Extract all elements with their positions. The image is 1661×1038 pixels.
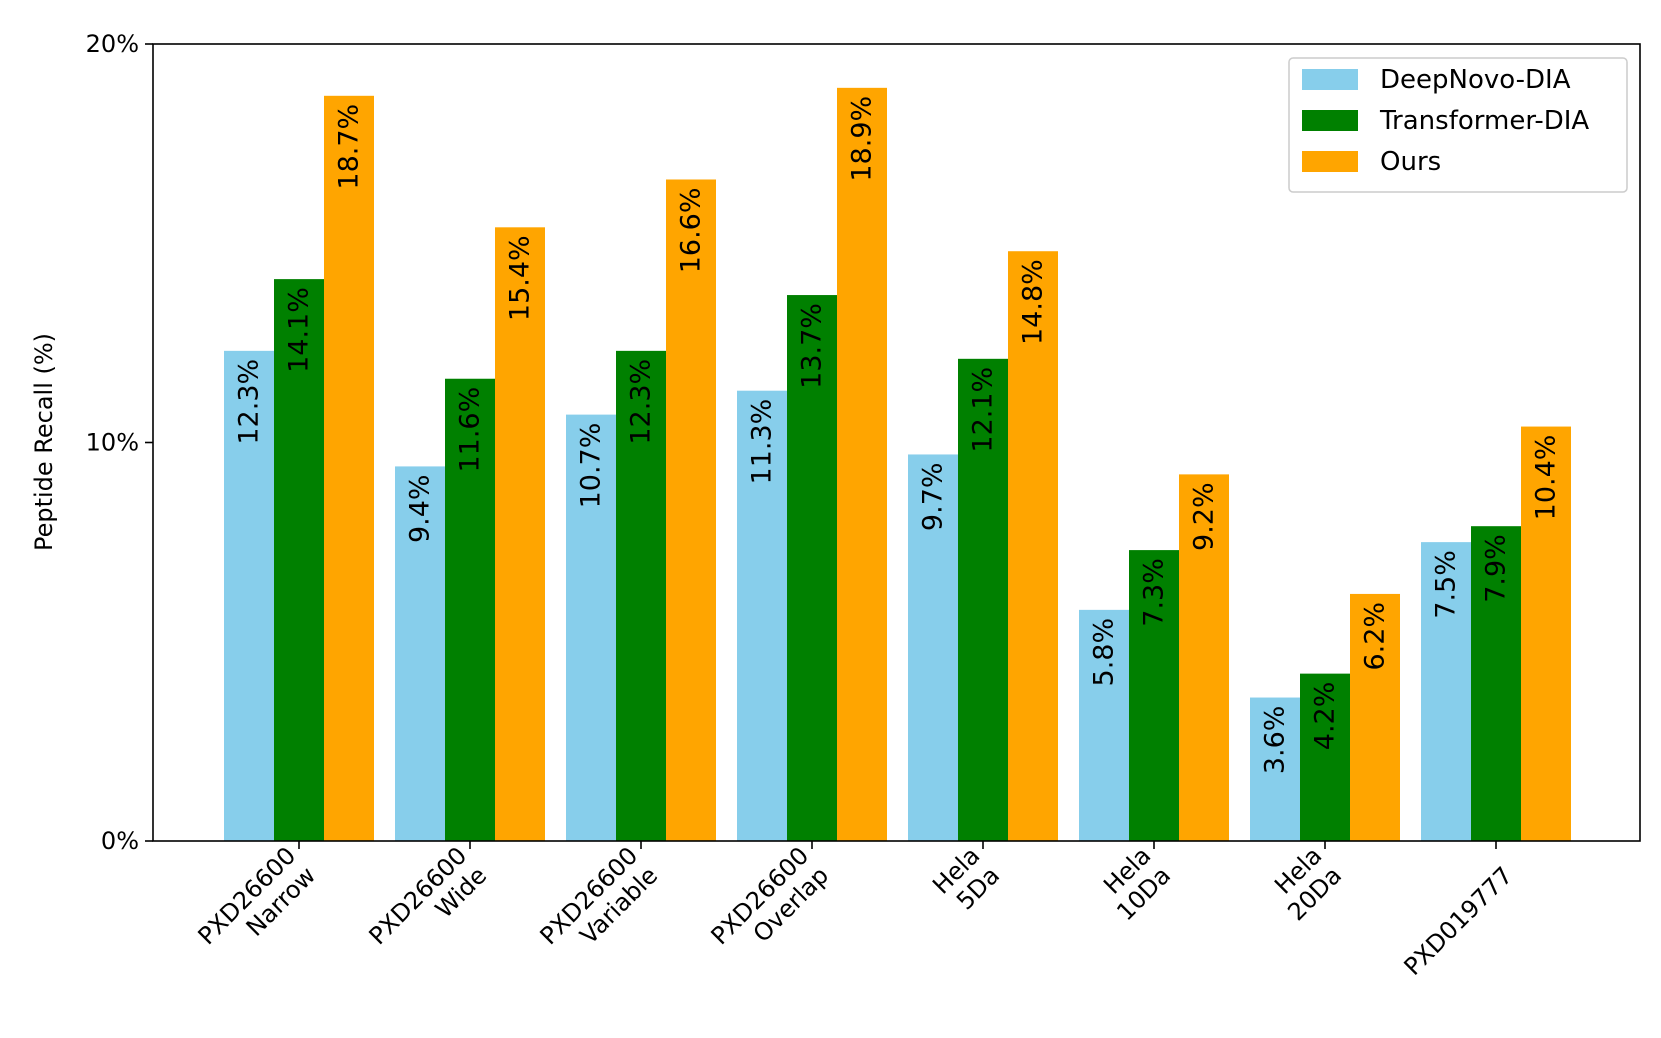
bar-3-8	[1521, 426, 1571, 841]
bar-2-7	[1300, 673, 1350, 841]
bar-value-label: 7.3%	[1139, 558, 1170, 627]
bars-layer	[224, 87, 1571, 842]
bar-1-7	[1250, 697, 1300, 841]
bar-value-label: 7.9%	[1481, 534, 1512, 603]
bar-2-5	[958, 358, 1008, 841]
x-tick-label: PXD26600Wide	[364, 842, 493, 971]
bar-value-label: 7.5%	[1431, 550, 1462, 619]
bar-2-1	[274, 279, 324, 841]
bar-value-label: 14.1%	[284, 287, 315, 373]
x-tick-label: Hela20Da	[1262, 842, 1347, 927]
bar-1-2	[395, 466, 445, 841]
x-tick-label: Hela10Da	[1091, 842, 1176, 927]
bar-1-4	[737, 390, 787, 841]
bar-value-label: 9.7%	[918, 462, 949, 531]
legend-label: Transformer-DIA	[1379, 106, 1589, 136]
bar-1-6	[1079, 609, 1129, 841]
bar-1-8	[1421, 542, 1471, 841]
bar-value-label: 12.1%	[968, 367, 999, 453]
bar-3-1	[324, 95, 374, 842]
x-axis: PXD26600Narrow PXD26600Wide PXD26600Variab…	[193, 841, 1519, 981]
bar-3-7	[1350, 593, 1400, 841]
bar-3-4	[837, 87, 887, 841]
x-tick-label: Hela5Da	[927, 842, 1005, 920]
bar-1-1	[224, 350, 274, 841]
x-tick-label: PXD019777	[1399, 861, 1519, 981]
x-tick-label: PXD26600Narrow	[193, 842, 322, 971]
bar-labels-layer: 12.3% 9.4% 10.7% 11.3% 9.7% 5.8% 3.6% 7.5% 14.1%…	[234, 96, 1562, 774]
legend-swatch	[1302, 151, 1358, 172]
bar-3-6	[1179, 474, 1229, 841]
legend: DeepNovo-DIA Transformer-DIA Ours	[1288, 57, 1628, 193]
bar-value-label: 18.9%	[847, 96, 878, 182]
bar-value-label: 12.3%	[626, 359, 657, 445]
bar-value-label: 4.2%	[1310, 682, 1341, 751]
bar-3-2	[495, 227, 545, 841]
bar-value-label: 6.2%	[1360, 602, 1391, 671]
bar-1-3	[566, 414, 616, 841]
legend-swatch	[1302, 69, 1358, 90]
y-axis-label: Peptide Recall (%)	[30, 333, 58, 551]
bar-1-5	[908, 454, 958, 841]
legend-label: Ours	[1380, 147, 1441, 177]
bar-value-label: 18.7%	[334, 104, 365, 190]
bar-value-label: 15.4%	[505, 235, 536, 321]
bar-value-label: 13.7%	[797, 303, 828, 389]
bar-2-8	[1471, 526, 1521, 841]
legend-swatch	[1302, 110, 1358, 131]
y-tick-label: 10%	[86, 429, 139, 457]
bar-value-label: 16.6%	[676, 187, 707, 273]
x-tick-label: PXD26600Variable	[535, 842, 664, 971]
bar-value-label: 9.4%	[405, 474, 436, 543]
y-tick-label: 0%	[101, 827, 139, 855]
bar-value-label: 11.3%	[747, 399, 778, 485]
bar-2-2	[445, 378, 495, 841]
bar-2-6	[1129, 550, 1179, 841]
y-axis: 0% 10% 20%	[86, 30, 153, 855]
bar-value-label: 3.6%	[1260, 706, 1291, 775]
bar-value-label: 9.2%	[1189, 482, 1220, 551]
bar-3-3	[666, 179, 716, 842]
bar-value-label: 10.4%	[1531, 435, 1562, 521]
bar-value-label: 14.8%	[1018, 259, 1049, 345]
bar-2-3	[616, 350, 666, 841]
bar-value-label: 10.7%	[576, 423, 607, 509]
bar-value-label: 11.6%	[455, 387, 486, 473]
bar-2-4	[787, 295, 837, 841]
legend-label: DeepNovo-DIA	[1380, 65, 1571, 95]
y-tick-label: 20%	[86, 30, 139, 58]
x-tick-label: PXD26600Overlap	[706, 842, 835, 971]
bar-value-label: 5.8%	[1089, 618, 1120, 687]
bar-value-label: 12.3%	[234, 359, 265, 445]
legend-frame	[1288, 57, 1628, 193]
bar-3-5	[1008, 251, 1058, 842]
